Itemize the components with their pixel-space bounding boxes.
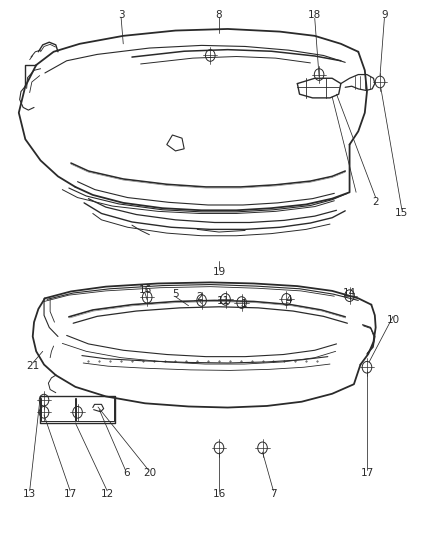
Text: 11: 11 [217,296,230,306]
Text: 10: 10 [386,314,399,325]
Text: 17: 17 [360,469,374,478]
Text: 4: 4 [285,295,292,305]
Text: 3: 3 [118,10,124,20]
Text: 1: 1 [241,298,247,309]
Text: 2: 2 [196,292,203,302]
Text: 13: 13 [23,489,36,499]
Text: 12: 12 [101,489,114,499]
Text: 17: 17 [64,489,77,499]
Text: 16: 16 [138,285,152,295]
Text: 9: 9 [381,10,388,20]
Text: 14: 14 [343,288,356,298]
Text: 8: 8 [215,10,223,20]
Text: 15: 15 [395,208,408,219]
Text: 2: 2 [372,197,379,207]
Text: 6: 6 [124,469,130,478]
Text: 18: 18 [308,10,321,20]
Text: 20: 20 [144,469,157,478]
Text: 16: 16 [212,489,226,499]
Text: 5: 5 [172,288,179,298]
Text: 7: 7 [270,489,277,499]
Text: 19: 19 [212,267,226,277]
Text: 21: 21 [26,361,39,371]
